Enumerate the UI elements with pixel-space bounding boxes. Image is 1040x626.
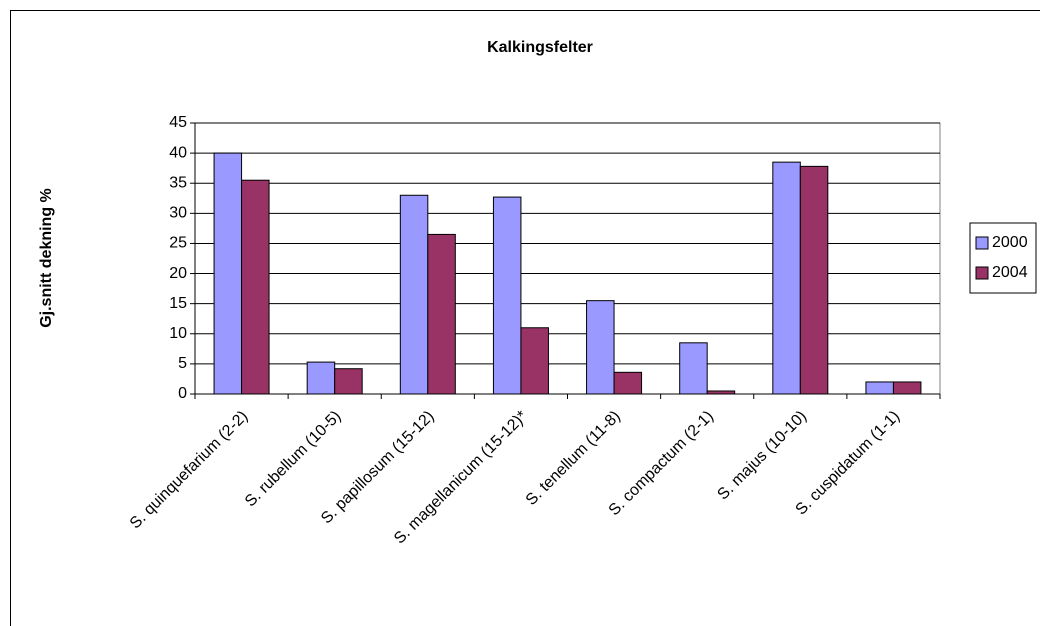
bar (679, 342, 708, 395)
bar (706, 390, 736, 395)
legend-swatch (975, 266, 989, 280)
legend-swatch (975, 236, 989, 250)
bar (241, 179, 270, 395)
bar (865, 381, 894, 395)
chart-title: Kalkingsfelter (487, 39, 593, 56)
y-tick-label: 30 (169, 205, 187, 222)
bar (334, 368, 363, 395)
y-tick-label: 35 (169, 174, 187, 191)
bar (520, 327, 549, 395)
legend-label: 2004 (992, 264, 1028, 281)
bar (213, 152, 243, 395)
bar (613, 371, 643, 395)
bar (306, 361, 336, 395)
y-tick-label: 0 (178, 385, 187, 402)
y-tick-label: 20 (169, 265, 187, 282)
bar (586, 300, 615, 395)
y-axis-title: Gj.snitt dekning % (38, 188, 55, 328)
bar (399, 194, 429, 395)
bar (799, 165, 829, 395)
bar (427, 233, 456, 395)
legend-box (969, 222, 1037, 294)
bar (492, 196, 522, 395)
y-tick-label: 25 (169, 235, 187, 252)
bar (772, 161, 801, 395)
y-tick-label: 45 (169, 114, 187, 131)
bar (892, 381, 922, 395)
legend-label: 2000 (992, 234, 1028, 251)
y-tick-label: 5 (178, 355, 187, 372)
y-tick-label: 15 (169, 295, 187, 312)
y-tick-label: 40 (169, 144, 187, 161)
y-tick-label: 10 (169, 325, 187, 342)
